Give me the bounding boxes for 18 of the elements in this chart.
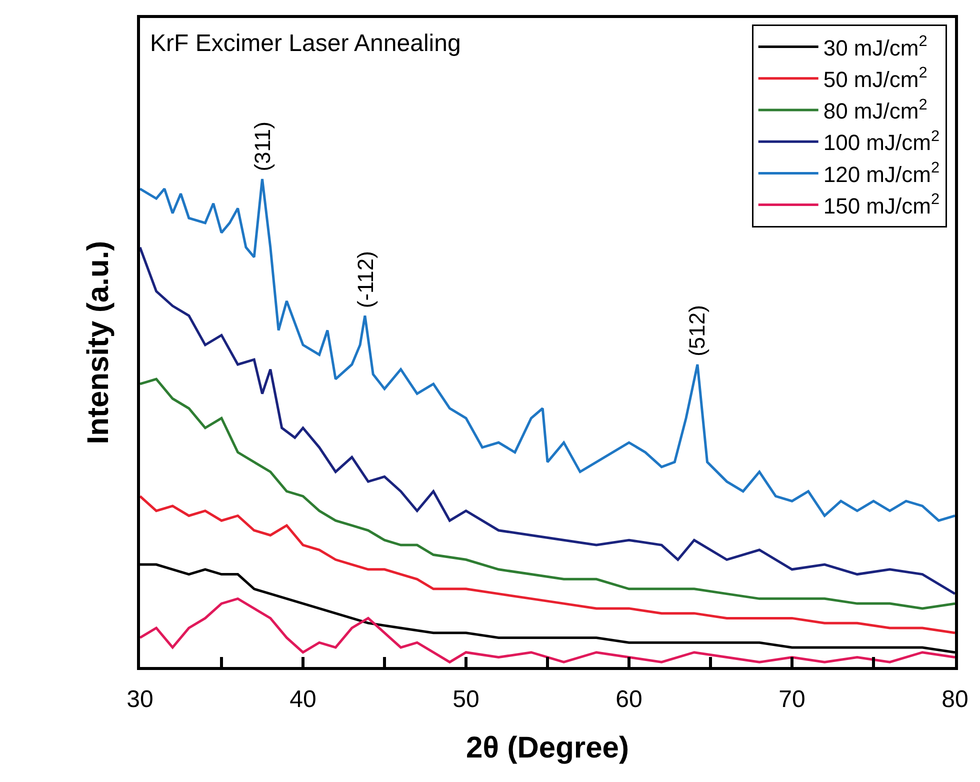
legend-label: 50 mJ/cm$^{2}$ — [823, 64, 928, 92]
x-axis-title: 2θ (Degree) — [466, 731, 629, 764]
annotation: (-112) — [352, 251, 378, 308]
legend-label: 30 mJ/cm$^{2}$ — [823, 33, 928, 60]
x-tick-label: 80 — [942, 686, 968, 713]
x-tick-label: 70 — [778, 686, 806, 713]
annotation: (512) — [684, 305, 710, 356]
chart-title: KrF Excimer Laser Annealing — [150, 30, 461, 57]
annotation: (311) — [250, 122, 276, 172]
legend-label: 120 mJ/cm$^{2}$ — [823, 160, 940, 187]
x-tick-label: 30 — [126, 686, 154, 713]
legend-label: 150 mJ/cm$^{2}$ — [823, 191, 940, 218]
y-axis-title: Intensity (a.u.) — [82, 240, 115, 444]
x-tick-label: 60 — [616, 686, 642, 713]
x-tick-label: 40 — [290, 686, 316, 713]
x-tick-label: 50 — [452, 686, 480, 713]
legend-label: 100 mJ/cm$^{2}$ — [823, 128, 940, 156]
legend-label: 80 mJ/cm$^{2}$ — [823, 96, 928, 124]
